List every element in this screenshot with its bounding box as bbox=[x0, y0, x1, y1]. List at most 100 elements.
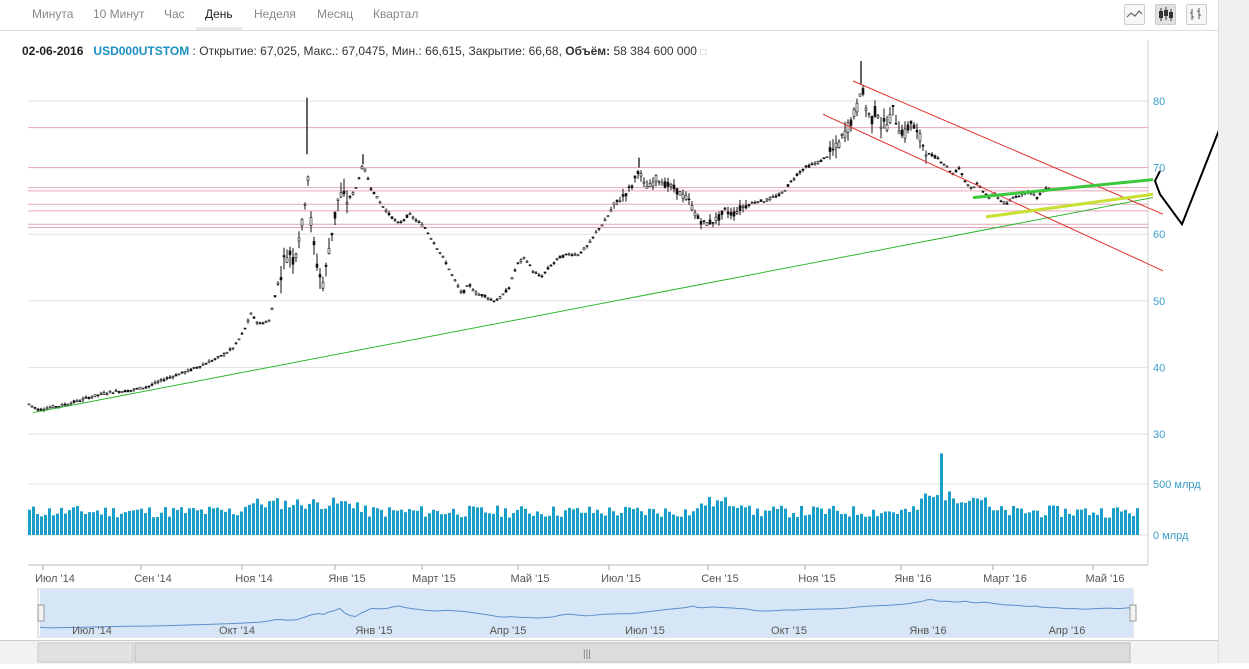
candle-body bbox=[498, 296, 502, 299]
volume-bar bbox=[500, 516, 503, 535]
candle-body bbox=[519, 259, 523, 262]
candle-body bbox=[285, 257, 289, 263]
volume-bar bbox=[540, 514, 543, 535]
volume-bar bbox=[508, 517, 511, 535]
candle-body bbox=[384, 209, 388, 212]
candle-body bbox=[600, 224, 604, 227]
volume-bar bbox=[916, 509, 919, 535]
candle-body bbox=[966, 184, 970, 186]
navigator-label-0: Июл '14 bbox=[72, 625, 112, 637]
volume-bar bbox=[336, 503, 339, 535]
volume-bar bbox=[1124, 509, 1127, 535]
volume-bar bbox=[680, 516, 683, 535]
volume-bar bbox=[596, 509, 599, 535]
candle-body bbox=[885, 124, 889, 131]
volume-bar bbox=[1036, 510, 1039, 535]
candle-body bbox=[612, 202, 616, 206]
volume-bar bbox=[428, 513, 431, 535]
scroll-grip-icon: ||| bbox=[583, 649, 591, 660]
candle-body bbox=[837, 141, 841, 148]
x-tick-label-5: Май '15 bbox=[511, 573, 550, 585]
volume-bar bbox=[1088, 515, 1091, 535]
timeframe-week[interactable]: Неделя bbox=[254, 7, 296, 21]
candle-body bbox=[291, 257, 295, 265]
candle-body bbox=[975, 182, 979, 185]
candle-body bbox=[528, 264, 532, 267]
timeframe-quarter[interactable]: Квартал bbox=[373, 7, 419, 21]
navigator-scrollbar[interactable]: ||| bbox=[0, 640, 1218, 664]
volume-bar bbox=[1092, 512, 1095, 535]
navigator-scroll-arrow-left[interactable] bbox=[37, 642, 134, 663]
low-label: Мин.: bbox=[391, 44, 422, 58]
timeframe-minute[interactable]: Минута bbox=[32, 7, 74, 21]
candle-body bbox=[144, 386, 148, 389]
navigator-scroll-thumb[interactable] bbox=[134, 642, 1131, 663]
candle-body bbox=[810, 163, 814, 166]
volume-bar bbox=[28, 509, 31, 535]
timeframe-10-minute[interactable]: 10 Минут bbox=[93, 7, 145, 21]
candle-body bbox=[813, 162, 817, 165]
candlestick-button[interactable] bbox=[1155, 4, 1176, 25]
candle-body bbox=[312, 241, 316, 246]
volume-bar bbox=[72, 507, 75, 535]
candle-body bbox=[210, 360, 214, 362]
candle-body bbox=[645, 186, 649, 189]
ohlc-bars-button[interactable] bbox=[1186, 4, 1207, 25]
volume-bar bbox=[52, 515, 55, 535]
volume-bar bbox=[864, 516, 867, 535]
volume-bar bbox=[1040, 517, 1043, 535]
navigator-scroll-track: ||| bbox=[37, 642, 1131, 663]
volume-bar bbox=[784, 508, 787, 535]
volume-bar bbox=[996, 510, 999, 535]
candle-body bbox=[804, 165, 808, 168]
candle-body bbox=[678, 191, 682, 196]
timeframe-day[interactable]: День bbox=[205, 7, 233, 21]
candle-body bbox=[219, 354, 223, 357]
candle-body bbox=[465, 285, 469, 288]
volume-bar bbox=[112, 508, 115, 535]
volume-bar bbox=[552, 506, 555, 535]
candle-body bbox=[426, 232, 430, 235]
timeframe-month[interactable]: Месяц bbox=[317, 7, 354, 21]
candle-body bbox=[252, 316, 256, 319]
vertical-scrollbar[interactable] bbox=[1218, 0, 1249, 663]
candle-body bbox=[228, 348, 232, 351]
volume-bar bbox=[588, 506, 591, 535]
candle-body bbox=[402, 219, 406, 221]
candle-body bbox=[633, 175, 637, 179]
candle-body bbox=[417, 221, 421, 223]
candle-body bbox=[54, 406, 58, 408]
candle-body bbox=[96, 394, 100, 397]
candle-body bbox=[33, 407, 37, 409]
volume-bar bbox=[376, 508, 379, 535]
volume-bar bbox=[220, 509, 223, 535]
open-value: 67,025 bbox=[260, 44, 297, 58]
candle-body bbox=[81, 398, 85, 401]
candle-body bbox=[138, 386, 142, 390]
volume-bar bbox=[308, 503, 311, 535]
volume-bar bbox=[440, 514, 443, 535]
volume-bar bbox=[1020, 508, 1023, 535]
candle-body bbox=[447, 268, 451, 271]
candle-body bbox=[48, 406, 52, 409]
candle-body bbox=[747, 203, 751, 206]
line-chart-button[interactable] bbox=[1124, 4, 1145, 25]
info-separator: : bbox=[189, 44, 200, 58]
candle-body bbox=[486, 297, 490, 300]
timeframe-hour[interactable]: Час bbox=[164, 7, 185, 21]
candle-body bbox=[801, 169, 805, 171]
volume-bar bbox=[172, 508, 175, 535]
candle-body bbox=[357, 177, 361, 180]
volume-bar bbox=[676, 516, 679, 535]
volume-bar bbox=[692, 511, 695, 535]
candle-body bbox=[90, 396, 94, 399]
candle-body bbox=[876, 115, 880, 118]
volume-bar bbox=[444, 514, 447, 535]
candle-body bbox=[105, 393, 109, 395]
volume-bar bbox=[264, 507, 267, 535]
volume-bar bbox=[924, 493, 927, 535]
volume-bar bbox=[360, 512, 363, 535]
y-tick-60: 60 bbox=[1153, 229, 1165, 241]
volume-bar bbox=[488, 513, 491, 535]
channel-lower-line bbox=[822, 113, 1164, 272]
